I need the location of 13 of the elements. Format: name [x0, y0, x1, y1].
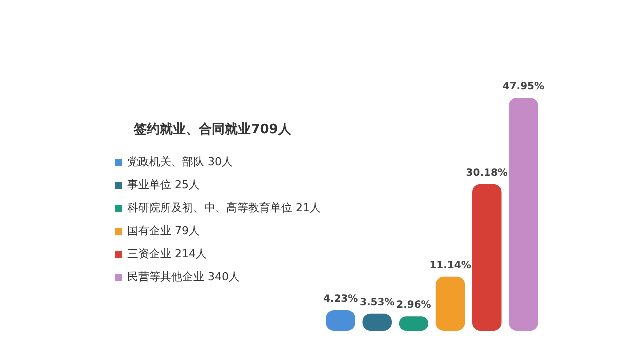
legend-label: 事业单位 25人: [128, 178, 200, 192]
data-label: 47.95%: [502, 82, 545, 93]
legend-label: 民营等其他企业 340人: [128, 270, 240, 284]
legend-label: 科研院所及初、中、高等教育单位 21人: [128, 202, 321, 215]
legend-title: 签约就业、合同就业709人: [133, 122, 292, 138]
data-label: 4.23%: [323, 294, 358, 306]
data-label: 2.96%: [396, 300, 432, 312]
legend-label: 三资企业 214人: [128, 248, 207, 261]
legend-label: 党政机关、部队 30人: [128, 156, 233, 169]
data-label: 11.14%: [430, 260, 472, 272]
legend-label: 国有企业 79人: [128, 224, 200, 238]
data-label: 30.18%: [466, 168, 508, 179]
data-label: 3.53%: [360, 297, 395, 308]
